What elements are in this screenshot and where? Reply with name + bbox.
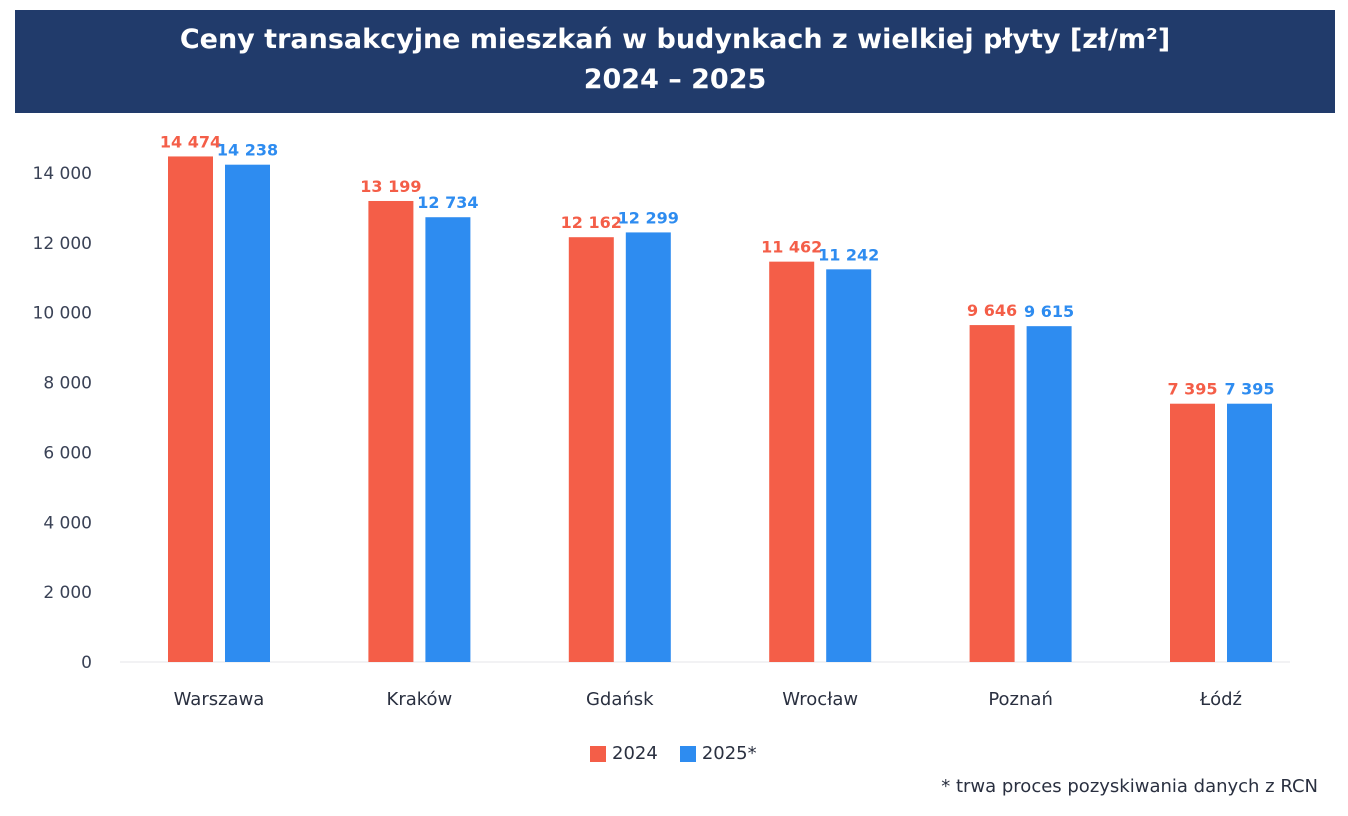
bar-2025-5 <box>1227 403 1272 662</box>
data-label: 14 474 <box>160 132 221 151</box>
x-tick-label: Warszawa <box>174 689 265 710</box>
footnote: * trwa proces pozyskiwania danych z RCN <box>941 776 1318 797</box>
chart-title: Ceny transakcyjne mieszkań w budynkach z… <box>179 24 1171 55</box>
bar-2024-1 <box>368 200 414 662</box>
bar-2025-1 <box>425 217 471 662</box>
data-label: 9 615 <box>1024 302 1074 321</box>
bar-2024-3 <box>769 261 815 662</box>
chart-title-banner: Ceny transakcyjne mieszkań w budynkach z… <box>15 10 1335 113</box>
bar-2025-0 <box>225 164 270 662</box>
bar-2024-0 <box>168 156 213 663</box>
legend: 2024 2025* <box>590 743 757 764</box>
chart-subtitle: 2024 – 2025 <box>583 64 767 95</box>
data-label: 9 646 <box>967 301 1017 320</box>
legend-item-2025: 2025* <box>679 743 757 764</box>
data-label: 7 395 <box>1224 380 1274 399</box>
bar-2024-2 <box>568 237 614 662</box>
y-tick-label: 6 000 <box>43 443 92 463</box>
y-tick-label: 4 000 <box>43 513 92 533</box>
data-label: 11 242 <box>818 245 879 264</box>
bar-2025-3 <box>826 269 872 662</box>
legend-label-2025: 2025* <box>701 743 757 764</box>
legend-item-2024: 2024 <box>590 743 658 764</box>
data-label: 11 462 <box>761 238 822 257</box>
bar-2024-5 <box>1170 403 1215 662</box>
legend-swatch-2025 <box>679 745 696 762</box>
x-tick-label: Wrocław <box>782 689 858 710</box>
x-tick-label: Poznań <box>988 689 1053 710</box>
data-label: 14 238 <box>217 141 278 160</box>
y-tick-label: 0 <box>81 653 92 673</box>
y-tick-label: 8 000 <box>43 374 92 394</box>
data-label: 13 199 <box>360 177 421 196</box>
legend-swatch-2024 <box>590 745 606 762</box>
bar-2025-4 <box>1026 326 1072 662</box>
y-tick-label: 10 000 <box>33 304 92 324</box>
y-tick-label: 2 000 <box>43 583 92 603</box>
data-label: 12 299 <box>618 208 679 227</box>
bar-2024-4 <box>969 325 1015 662</box>
data-label: 7 395 <box>1167 380 1217 399</box>
y-tick-label: 12 000 <box>33 234 92 254</box>
y-tick-label: 14 000 <box>33 164 92 184</box>
legend-label-2024: 2024 <box>612 743 658 764</box>
bar-2025-2 <box>625 232 671 662</box>
data-label: 12 162 <box>561 213 622 232</box>
x-tick-label: Kraków <box>387 689 453 710</box>
x-tick-label: Gdańsk <box>586 689 654 710</box>
data-label: 12 734 <box>417 193 478 212</box>
x-tick-label: Łódź <box>1199 689 1242 710</box>
